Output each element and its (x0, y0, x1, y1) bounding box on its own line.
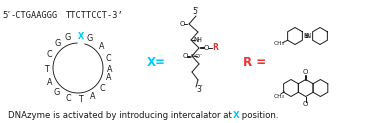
Text: R: R (212, 43, 218, 52)
Text: CH₃: CH₃ (273, 41, 284, 46)
Text: N: N (304, 33, 309, 39)
Text: G: G (54, 39, 60, 48)
Text: N: N (194, 37, 198, 43)
Text: H: H (197, 37, 201, 43)
Text: N: N (306, 33, 311, 39)
Text: G: G (65, 33, 71, 42)
Text: X=: X= (147, 56, 166, 69)
Text: A: A (107, 65, 113, 74)
Text: A: A (106, 73, 111, 82)
Text: X: X (233, 110, 240, 120)
Text: A: A (47, 78, 52, 87)
Text: 5′: 5′ (193, 8, 199, 16)
Text: 5’: 5’ (2, 10, 10, 20)
Text: P: P (190, 54, 194, 59)
Text: C: C (65, 94, 71, 103)
Text: CH₃: CH₃ (274, 94, 285, 99)
Text: TTCTTCCT-3’: TTCTTCCT-3’ (66, 10, 124, 20)
Text: G: G (54, 88, 60, 97)
Text: G: G (87, 34, 93, 43)
Text: T: T (78, 95, 83, 104)
Text: O: O (179, 21, 185, 27)
Text: X: X (78, 32, 84, 41)
Text: DNAzyme is activated by introducing intercalator at: DNAzyme is activated by introducing inte… (8, 110, 235, 120)
Text: O: O (203, 45, 209, 51)
Text: 3′: 3′ (197, 85, 203, 94)
Text: O: O (303, 100, 308, 107)
Text: A: A (99, 42, 105, 51)
Text: A: A (90, 92, 96, 101)
Text: C: C (100, 84, 105, 93)
Text: R =: R = (243, 56, 266, 69)
Text: O⁻: O⁻ (195, 54, 203, 59)
Text: O: O (303, 69, 308, 76)
Text: position.: position. (239, 110, 279, 120)
Text: O: O (182, 53, 188, 59)
Text: -CTGAAGGG: -CTGAAGGG (10, 10, 57, 20)
Text: T: T (43, 65, 48, 74)
Text: C: C (105, 54, 111, 63)
Text: C: C (46, 50, 52, 59)
